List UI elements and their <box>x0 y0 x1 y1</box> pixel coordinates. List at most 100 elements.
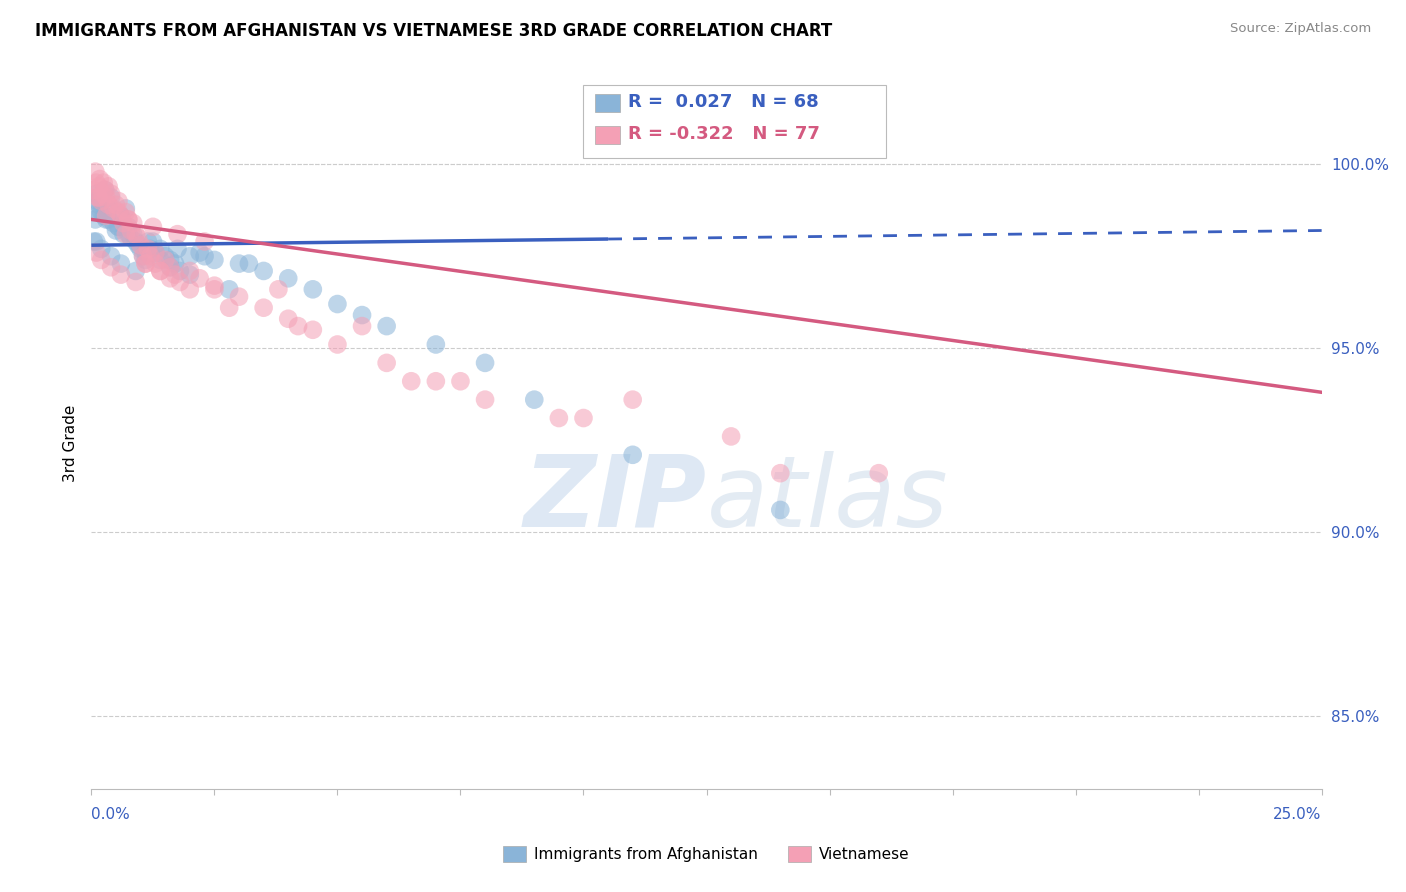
Point <box>188 245 211 260</box>
Point <box>179 264 201 278</box>
Point <box>145 257 166 271</box>
Point <box>153 252 177 267</box>
Point <box>124 264 148 278</box>
Point <box>142 219 165 234</box>
Text: R =  0.027   N = 68: R = 0.027 N = 68 <box>628 93 820 111</box>
Point <box>93 176 115 190</box>
Point <box>159 260 181 275</box>
Point <box>105 198 127 212</box>
Point <box>91 194 114 208</box>
Point <box>375 319 398 334</box>
Point <box>166 242 188 256</box>
Point <box>159 260 181 275</box>
Point <box>267 282 290 296</box>
Point <box>93 209 115 223</box>
Point <box>228 257 250 271</box>
Point <box>86 186 108 201</box>
Point <box>83 235 105 249</box>
Point <box>110 209 132 223</box>
Point <box>163 257 186 271</box>
Point <box>117 212 139 227</box>
Text: atlas: atlas <box>706 450 948 548</box>
Point <box>112 216 135 230</box>
Point <box>149 264 172 278</box>
Point <box>86 235 108 249</box>
Point <box>86 245 108 260</box>
Point <box>90 194 112 208</box>
Point <box>122 216 145 230</box>
Point <box>135 257 157 271</box>
Point <box>86 176 108 190</box>
Point <box>153 249 177 263</box>
Point <box>117 219 139 234</box>
Point <box>326 297 349 311</box>
Point <box>193 235 217 249</box>
Point <box>277 311 299 326</box>
Point <box>253 264 276 278</box>
Point <box>110 268 132 282</box>
Point <box>117 212 139 227</box>
Point <box>179 249 201 263</box>
Point <box>287 319 309 334</box>
Point <box>117 227 139 242</box>
Point <box>87 205 110 219</box>
Text: 25.0%: 25.0% <box>1274 807 1322 822</box>
Y-axis label: 3rd Grade: 3rd Grade <box>62 405 77 483</box>
Point <box>90 205 112 219</box>
Point <box>110 257 132 271</box>
Point <box>87 179 110 194</box>
Point <box>523 392 546 407</box>
Point <box>105 223 127 237</box>
Point <box>135 257 157 271</box>
Point <box>425 374 447 388</box>
Point <box>87 190 110 204</box>
Point <box>132 249 155 263</box>
Point <box>107 219 129 234</box>
Point <box>145 245 166 260</box>
Point <box>91 186 114 201</box>
Point <box>103 202 125 216</box>
Point <box>90 252 112 267</box>
Point <box>720 429 742 443</box>
Point <box>100 186 122 201</box>
Point <box>136 235 159 249</box>
Point <box>94 183 117 197</box>
Point <box>159 271 181 285</box>
Point <box>96 212 117 227</box>
Point <box>97 212 120 227</box>
Point <box>114 227 138 242</box>
Point <box>114 205 138 219</box>
Point <box>149 252 172 267</box>
Point <box>103 216 125 230</box>
Point <box>352 308 374 322</box>
Point <box>90 242 112 256</box>
Point <box>96 190 117 204</box>
Text: IMMIGRANTS FROM AFGHANISTAN VS VIETNAMESE 3RD GRADE CORRELATION CHART: IMMIGRANTS FROM AFGHANISTAN VS VIETNAMES… <box>35 22 832 40</box>
Point <box>253 301 276 315</box>
Point <box>169 264 191 278</box>
Point <box>193 249 217 263</box>
Point <box>86 190 108 204</box>
Point <box>84 212 107 227</box>
Point <box>124 235 148 249</box>
Text: ZIP: ZIP <box>523 450 706 548</box>
Point <box>127 238 149 252</box>
Text: Source: ZipAtlas.com: Source: ZipAtlas.com <box>1230 22 1371 36</box>
Point <box>301 323 323 337</box>
Point <box>112 227 135 242</box>
Point <box>326 337 349 351</box>
Point <box>107 205 129 219</box>
Point <box>97 179 120 194</box>
Point <box>110 209 132 223</box>
Point <box>352 319 374 334</box>
Point <box>107 194 129 208</box>
Point <box>122 227 145 242</box>
Point <box>83 183 105 197</box>
Point <box>136 242 159 256</box>
Point <box>238 257 260 271</box>
Text: R = -0.322   N = 77: R = -0.322 N = 77 <box>628 125 820 143</box>
Point <box>166 227 188 242</box>
Point <box>769 503 792 517</box>
Point <box>149 264 172 278</box>
Point <box>449 374 471 388</box>
